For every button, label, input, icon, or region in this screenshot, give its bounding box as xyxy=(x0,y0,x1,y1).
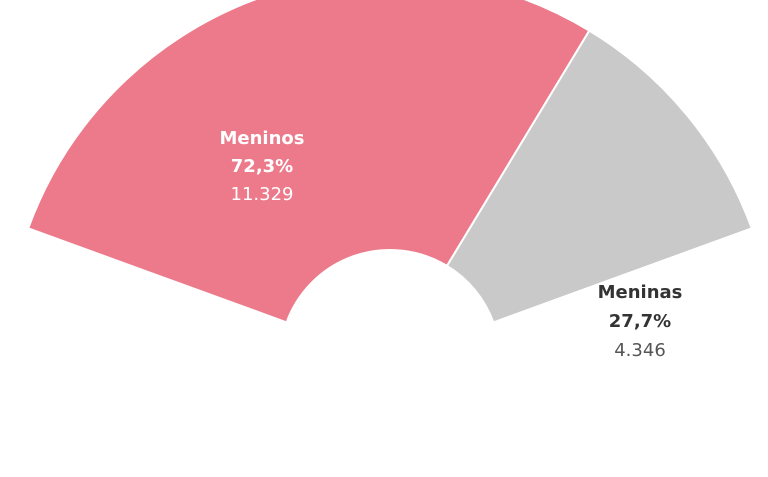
label-meninas: Meninas 27,7% 4.346 xyxy=(598,282,683,361)
slice-meninos[interactable] xyxy=(26,0,591,324)
slice-meninas[interactable] xyxy=(445,29,754,324)
label-meninas-name: Meninas xyxy=(598,282,683,303)
label-meninos-count: 11.329 xyxy=(231,184,294,205)
label-meninos-percent: 72,3% xyxy=(231,156,293,177)
label-meninas-count: 4.346 xyxy=(614,340,666,361)
label-meninos-name: Meninos xyxy=(220,128,305,149)
label-meninos: Meninos 72,3% 11.329 xyxy=(220,128,305,205)
label-meninas-percent: 27,7% xyxy=(609,311,671,332)
